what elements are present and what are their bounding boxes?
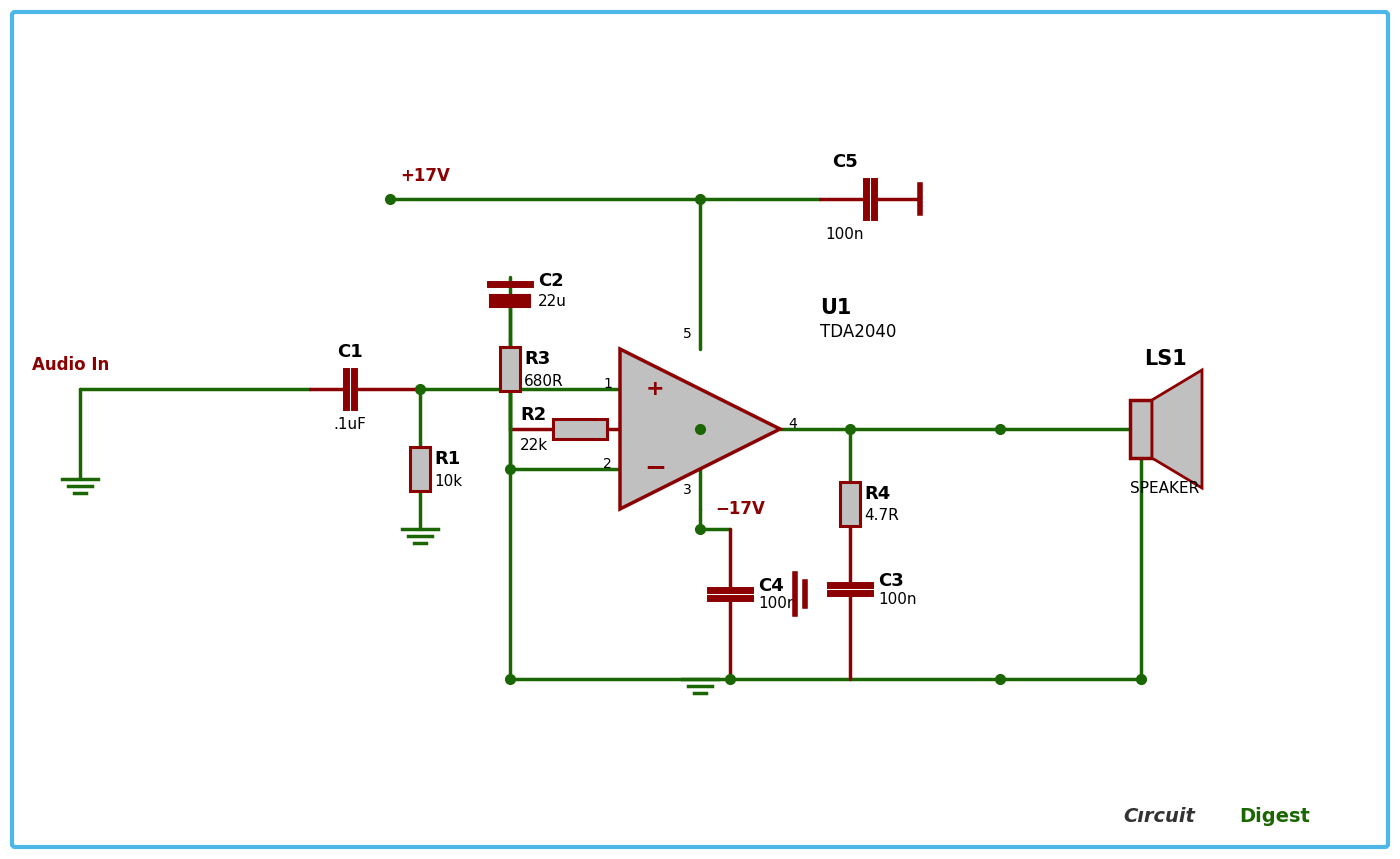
Text: 100n: 100n — [757, 596, 797, 612]
Text: R1: R1 — [434, 450, 461, 468]
Text: 22k: 22k — [519, 437, 549, 453]
Text: C3: C3 — [878, 572, 904, 590]
Text: −: − — [644, 456, 666, 482]
Text: 5: 5 — [683, 327, 692, 341]
Text: .1uF: .1uF — [333, 417, 367, 432]
Text: R3: R3 — [524, 350, 550, 368]
Bar — [410, 447, 430, 491]
Text: C4: C4 — [757, 577, 784, 595]
Text: 1: 1 — [603, 377, 612, 391]
Text: −17V: −17V — [715, 500, 764, 518]
Text: +: + — [645, 379, 665, 399]
Text: 680R: 680R — [524, 374, 564, 388]
Polygon shape — [620, 349, 780, 509]
Bar — [1130, 400, 1152, 458]
Polygon shape — [1152, 370, 1203, 488]
Text: 10k: 10k — [434, 473, 462, 489]
Text: C5: C5 — [832, 153, 858, 171]
Bar — [500, 347, 519, 391]
Text: 2: 2 — [603, 457, 612, 471]
Text: SPEAKER: SPEAKER — [1130, 481, 1200, 496]
Text: 100n: 100n — [826, 227, 864, 242]
Text: 22u: 22u — [538, 294, 567, 308]
Text: C2: C2 — [538, 272, 564, 290]
Bar — [840, 482, 860, 526]
Text: TDA2040: TDA2040 — [820, 323, 896, 341]
Text: Audio In: Audio In — [32, 356, 109, 374]
Text: 100n: 100n — [878, 592, 917, 606]
Text: R4: R4 — [864, 485, 890, 503]
Text: 4: 4 — [788, 417, 797, 431]
Bar — [553, 419, 608, 439]
Text: R2: R2 — [519, 406, 546, 424]
Text: Digest: Digest — [1239, 807, 1310, 826]
Text: 4.7R: 4.7R — [864, 509, 899, 523]
Text: 3: 3 — [683, 483, 692, 497]
Text: U1: U1 — [820, 298, 851, 318]
Text: +17V: +17V — [400, 167, 449, 185]
Text: Cırcuit: Cırcuit — [1123, 807, 1196, 826]
Text: C1: C1 — [337, 343, 363, 361]
FancyBboxPatch shape — [13, 12, 1387, 847]
Text: LS1: LS1 — [1144, 349, 1186, 369]
Bar — [490, 295, 531, 307]
